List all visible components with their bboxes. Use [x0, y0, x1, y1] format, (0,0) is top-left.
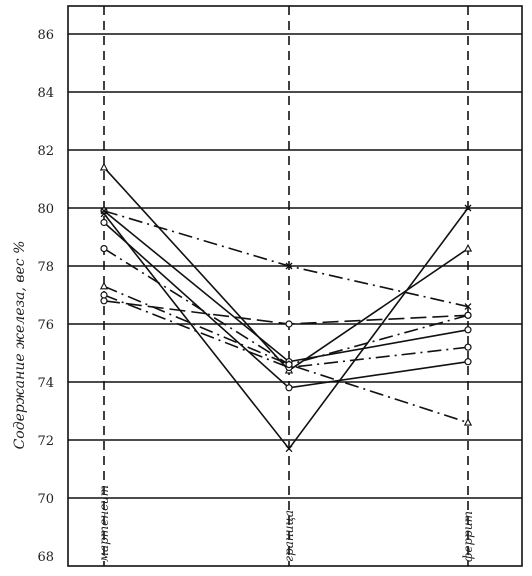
series-2 — [100, 207, 472, 366]
data-point — [285, 445, 293, 453]
y-axis-label: Содержание железа, вес % — [12, 241, 28, 450]
category-label: мартенсит — [97, 485, 111, 562]
data-point — [100, 297, 108, 305]
y-tick-label: 82 — [37, 144, 54, 159]
data-point — [463, 417, 473, 426]
series-6 — [100, 207, 472, 311]
plot-frame — [67, 5, 523, 567]
data-point — [99, 281, 109, 290]
y-tick-label: 84 — [37, 86, 54, 101]
category-lines — [103, 6, 469, 566]
y-tick-label: 70 — [37, 492, 54, 507]
data-point — [100, 245, 108, 253]
series-line — [103, 285, 469, 424]
data-point — [464, 343, 472, 351]
series — [99, 162, 473, 453]
series-line — [103, 210, 469, 308]
category-labels: мартенсит граница феррит — [97, 485, 475, 562]
data-point — [464, 303, 472, 311]
series-3 — [100, 204, 472, 453]
data-point — [464, 204, 472, 212]
series-line — [103, 300, 469, 325]
data-point — [285, 262, 293, 270]
series-7 — [100, 297, 472, 328]
series-line — [103, 294, 469, 369]
y-tick-label: 76 — [37, 318, 54, 333]
data-point — [100, 291, 108, 299]
y-tick-labels: 68 70 72 74 76 78 80 82 84 86 — [37, 28, 54, 565]
series-5 — [99, 281, 473, 426]
series-9 — [100, 245, 472, 369]
y-tick-label: 86 — [37, 28, 54, 43]
y-tick-label: 72 — [37, 434, 54, 449]
y-tick-label: 78 — [37, 260, 54, 275]
data-point — [100, 207, 108, 215]
y-tick-label: 80 — [37, 202, 54, 217]
data-point — [285, 384, 293, 392]
data-point — [285, 361, 293, 369]
category-label: феррит — [461, 511, 475, 562]
data-point — [99, 162, 109, 171]
data-point — [100, 218, 108, 227]
data-point — [285, 320, 293, 328]
y-tick-label: 68 — [37, 550, 54, 565]
gridlines — [67, 5, 523, 567]
data-point — [464, 358, 472, 366]
category-label: граница — [282, 510, 296, 562]
y-tick-label: 74 — [37, 376, 54, 391]
data-point — [464, 326, 472, 334]
series-4 — [100, 218, 472, 392]
data-point — [464, 311, 472, 319]
data-point — [463, 243, 473, 252]
series-line — [103, 207, 469, 451]
